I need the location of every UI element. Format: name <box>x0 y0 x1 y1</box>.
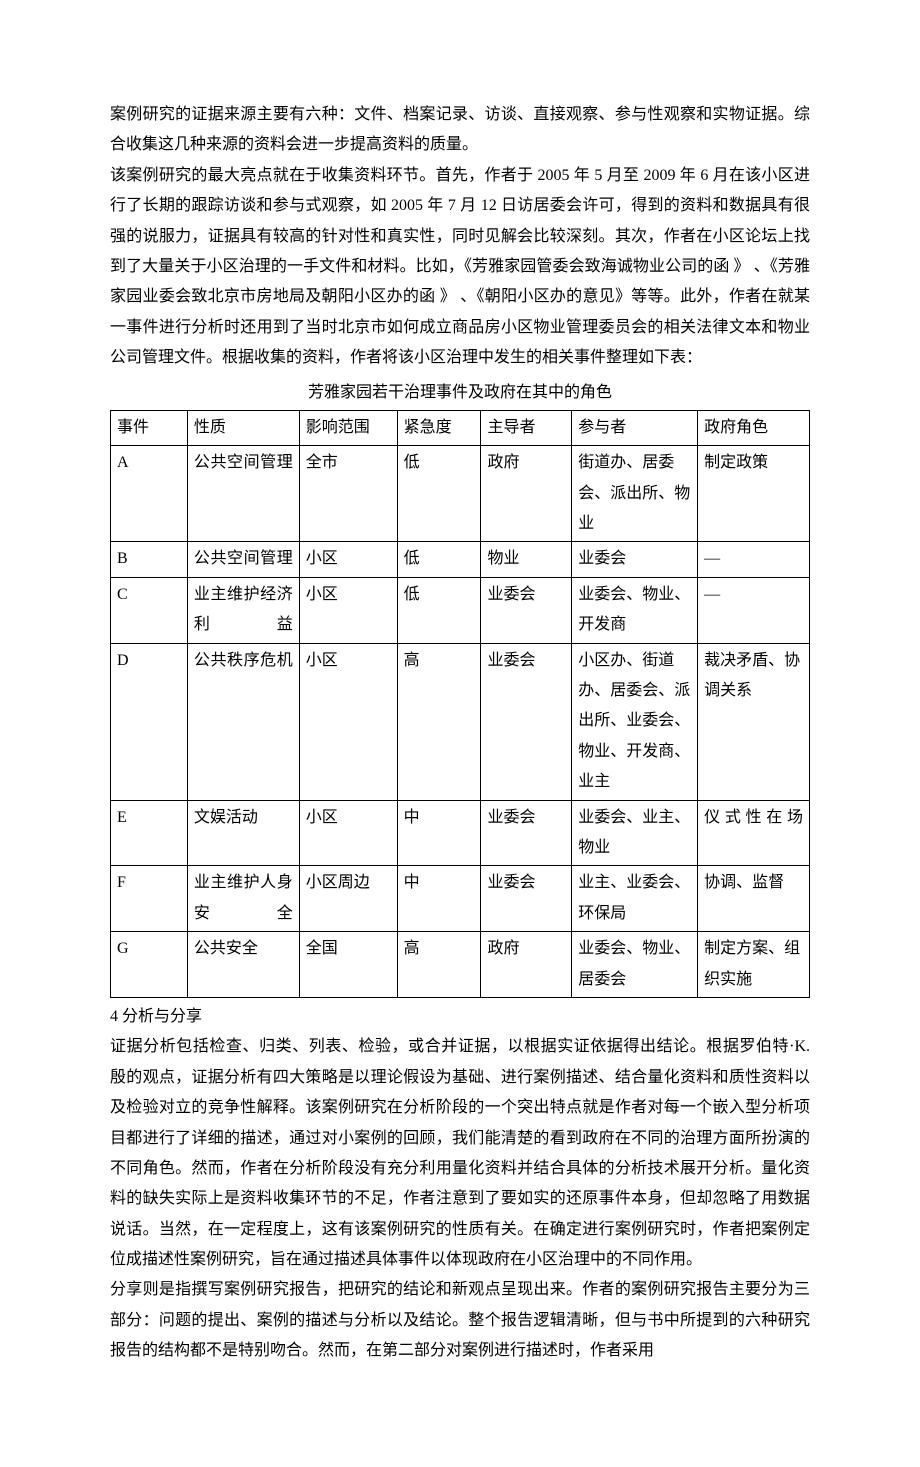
header-scope: 影响范围 <box>299 410 397 445</box>
paragraph-4: 分享则是指撰写案例研究报告，把研究的结论和新观点呈现出来。作者的案例研究报告主要… <box>110 1275 810 1366</box>
table-row: A公共空间管理全市低政府街道办、居委会、派出所、物业制定政策 <box>111 446 810 542</box>
cell-leader: 业委会 <box>481 800 572 866</box>
header-leader: 主导者 <box>481 410 572 445</box>
cell-urgency: 中 <box>397 800 481 866</box>
cell-participant: 业主、业委会、环保局 <box>572 866 698 932</box>
cell-role: — <box>698 542 810 577</box>
cell-participant: 街道办、居委会、派出所、物业 <box>572 446 698 542</box>
cell-event: D <box>111 643 188 800</box>
cell-role: 裁决矛盾、协调关系 <box>698 643 810 800</box>
header-nature: 性质 <box>187 410 299 445</box>
cell-urgency: 低 <box>397 542 481 577</box>
section-4-heading: 4 分析与分享 <box>110 1002 810 1032</box>
cell-event: C <box>111 577 188 643</box>
cell-role: 制定方案、组织实施 <box>698 932 810 998</box>
cell-nature: 公共安全 <box>187 932 299 998</box>
cell-event: F <box>111 866 188 932</box>
cell-scope: 小区 <box>299 643 397 800</box>
paragraph-2: 该案例研究的最大亮点就在于收集资料环节。首先，作者于 2005 年 5 月至 2… <box>110 161 810 374</box>
table-title: 芳雅家园若干治理事件及政府在其中的角色 <box>110 378 810 408</box>
header-urgency: 紧急度 <box>397 410 481 445</box>
cell-role: 仪式性在场 <box>698 800 810 866</box>
header-participant: 参与者 <box>572 410 698 445</box>
cell-participant: 业委会、业主、物业 <box>572 800 698 866</box>
cell-event: A <box>111 446 188 542</box>
cell-urgency: 高 <box>397 932 481 998</box>
cell-role: — <box>698 577 810 643</box>
table-row: B公共空间管理小区低物业业委会— <box>111 542 810 577</box>
paragraph-3: 证据分析包括检查、归类、列表、检验，或合并证据，以根据实证依据得出结论。根据罗伯… <box>110 1032 810 1275</box>
table-row: E文娱活动小区中业委会业委会、业主、物业仪式性在场 <box>111 800 810 866</box>
cell-urgency: 高 <box>397 643 481 800</box>
cell-event: B <box>111 542 188 577</box>
cell-nature: 公共秩序危机 <box>187 643 299 800</box>
cell-leader: 政府 <box>481 446 572 542</box>
cell-leader: 业委会 <box>481 643 572 800</box>
cell-scope: 小区周边 <box>299 866 397 932</box>
header-role: 政府角色 <box>698 410 810 445</box>
cell-leader: 业委会 <box>481 866 572 932</box>
cell-leader: 业委会 <box>481 577 572 643</box>
table-row: C业主维护经济利益小区低业委会业委会、物业、开发商— <box>111 577 810 643</box>
cell-urgency: 低 <box>397 446 481 542</box>
cell-leader: 政府 <box>481 932 572 998</box>
cell-role: 协调、监督 <box>698 866 810 932</box>
cell-nature: 文娱活动 <box>187 800 299 866</box>
table-row: G公共安全全国高政府业委会、物业、居委会制定方案、组织实施 <box>111 932 810 998</box>
cell-participant: 业委会、物业、开发商 <box>572 577 698 643</box>
cell-scope: 小区 <box>299 800 397 866</box>
cell-nature: 公共空间管理 <box>187 446 299 542</box>
cell-nature: 业主维护经济利益 <box>187 577 299 643</box>
cell-event: E <box>111 800 188 866</box>
cell-participant: 业委会、物业、居委会 <box>572 932 698 998</box>
cell-participant: 小区办、街道办、居委会、派出所、业委会、物业、开发商、业主 <box>572 643 698 800</box>
cell-nature: 公共空间管理 <box>187 542 299 577</box>
cell-participant: 业委会 <box>572 542 698 577</box>
cell-scope: 全国 <box>299 932 397 998</box>
cell-nature: 业主维护人身安全 <box>187 866 299 932</box>
cell-scope: 小区 <box>299 542 397 577</box>
table-header-row: 事件 性质 影响范围 紧急度 主导者 参与者 政府角色 <box>111 410 810 445</box>
cell-leader: 物业 <box>481 542 572 577</box>
cell-event: G <box>111 932 188 998</box>
governance-events-table: 事件 性质 影响范围 紧急度 主导者 参与者 政府角色 A公共空间管理全市低政府… <box>110 410 810 998</box>
cell-role: 制定政策 <box>698 446 810 542</box>
cell-scope: 小区 <box>299 577 397 643</box>
cell-urgency: 中 <box>397 866 481 932</box>
paragraph-1: 案例研究的证据来源主要有六种：文件、档案记录、访谈、直接观察、参与性观察和实物证… <box>110 100 810 161</box>
table-row: D公共秩序危机小区高业委会小区办、街道办、居委会、派出所、业委会、物业、开发商、… <box>111 643 810 800</box>
table-row: F业主维护人身安全小区周边中业委会业主、业委会、环保局协调、监督 <box>111 866 810 932</box>
header-event: 事件 <box>111 410 188 445</box>
cell-scope: 全市 <box>299 446 397 542</box>
cell-urgency: 低 <box>397 577 481 643</box>
